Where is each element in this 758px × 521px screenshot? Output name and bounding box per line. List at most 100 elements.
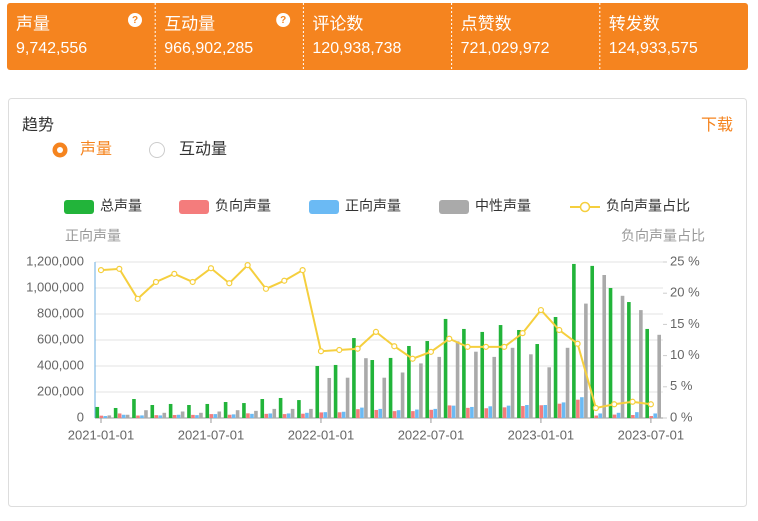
bar: [635, 412, 639, 418]
bar: [378, 408, 383, 418]
tab[interactable]: 声量: [80, 140, 112, 158]
bar: [525, 405, 529, 418]
bar: [341, 411, 346, 418]
bar: [529, 354, 533, 418]
line-point: [629, 398, 636, 405]
stat-label: 互动量: [164, 14, 215, 33]
bar: [199, 412, 203, 418]
bar: [419, 363, 423, 418]
bar: [608, 288, 613, 418]
bar: [506, 405, 511, 418]
bar: [443, 318, 448, 418]
bar: [117, 413, 122, 418]
radio-off[interactable]: [149, 142, 165, 158]
bar: [561, 402, 566, 418]
legend-swatch: [179, 200, 209, 214]
line-point: [189, 278, 196, 286]
line-point: [152, 278, 160, 286]
line-point: [556, 326, 563, 334]
bar: [121, 414, 126, 418]
bar: [223, 402, 228, 418]
bar: [301, 413, 305, 418]
y-tick-label: 400,000: [37, 357, 84, 372]
bar: [510, 347, 515, 418]
help-icon: [128, 13, 142, 27]
bar: [103, 416, 108, 418]
bar: [653, 413, 657, 418]
bar: [319, 412, 324, 418]
legend-label: 负向声量占比: [606, 198, 690, 214]
y-axis-title: 正向声量: [65, 228, 121, 244]
bar: [627, 302, 631, 418]
y2-tick-label: 25 %: [670, 253, 700, 268]
bar: [598, 413, 603, 418]
stat-value: 120,938,738: [312, 40, 401, 57]
bar: [535, 344, 540, 418]
line-point: [134, 295, 141, 302]
bar: [297, 400, 301, 418]
y-tick-label: 200,000: [37, 383, 84, 398]
bar: [176, 414, 181, 418]
y2-tick-label: 15 %: [670, 316, 700, 331]
stat-label: 声量: [16, 14, 50, 33]
bar: [242, 403, 246, 418]
line-point: [501, 343, 508, 350]
bar: [547, 367, 552, 418]
bar: [323, 412, 328, 418]
bar: [235, 410, 240, 418]
line-point: [116, 265, 123, 272]
bar: [425, 341, 430, 418]
bar: [462, 328, 466, 418]
bar: [327, 377, 332, 418]
stat-label: 点赞数: [461, 14, 512, 33]
bar: [407, 345, 411, 418]
bar: [480, 331, 485, 418]
bar: [337, 412, 342, 418]
tab[interactable]: 互动量: [179, 140, 227, 158]
line-point: [226, 280, 233, 287]
y2-tick-label: 10 %: [670, 347, 700, 362]
bar: [282, 414, 287, 418]
line-point: [537, 306, 545, 314]
stat-label: 转发数: [609, 14, 660, 33]
bar: [645, 328, 649, 418]
bar: [136, 415, 140, 418]
line-point: [171, 270, 178, 277]
bar: [364, 358, 368, 418]
y2-tick-label: 5 %: [670, 378, 693, 393]
line-point: [336, 346, 343, 354]
bar: [140, 415, 144, 418]
line-point: [446, 335, 453, 342]
bar: [125, 414, 130, 418]
x-tick-label: 2022-01-01: [288, 427, 355, 442]
help-icon: ?: [280, 15, 286, 26]
bar: [246, 413, 250, 418]
bar: [315, 366, 320, 418]
bar: [191, 414, 195, 418]
x-tick-label: 2021-01-01: [68, 427, 135, 442]
line-point: [574, 340, 581, 347]
bar: [498, 325, 503, 418]
bar: [388, 357, 393, 418]
y-tick-label: 1,000,000: [26, 279, 84, 294]
line-point: [391, 343, 398, 350]
legend-marker: [579, 201, 591, 213]
bar: [594, 415, 599, 418]
y-tick-label: 1,200,000: [26, 253, 84, 268]
line-point: [97, 267, 105, 274]
bar: [565, 347, 570, 418]
bar: [612, 414, 617, 418]
bar: [411, 411, 415, 418]
x-tick-label: 2021-07-01: [178, 427, 245, 442]
bar: [132, 399, 136, 418]
line-point: [592, 404, 600, 412]
bar: [168, 403, 173, 418]
bar: [602, 275, 607, 418]
y-tick-label: 0: [77, 409, 84, 424]
y-tick-label: 600,000: [37, 331, 84, 346]
bar: [309, 408, 313, 418]
stat-label: 评论数: [312, 14, 363, 33]
download[interactable]: 下载: [701, 116, 733, 134]
bar: [333, 364, 338, 418]
